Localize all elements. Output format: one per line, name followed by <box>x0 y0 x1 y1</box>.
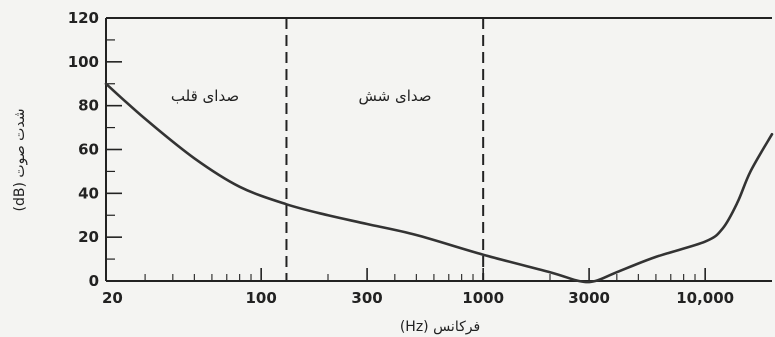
y-tick-label: 0 <box>89 272 99 290</box>
x-tick-label: 20 <box>102 289 123 307</box>
y-axis-title: (dB) شدت صوت <box>12 109 28 212</box>
x-tick-label: 10,000 <box>676 289 734 307</box>
region-label: صدای شش <box>359 87 432 105</box>
x-tick-label: 300 <box>351 289 382 307</box>
y-tick-label: 20 <box>78 228 99 246</box>
x-tick-label: 3000 <box>568 289 610 307</box>
y-tick-label: 60 <box>78 141 99 159</box>
y-tick-label: 100 <box>68 53 99 71</box>
region-label: صدای قلب <box>171 87 239 105</box>
threshold-curve <box>104 82 774 284</box>
x-axis-title: (Hz) فرکانس <box>400 319 480 335</box>
x-tick-label: 100 <box>246 289 277 307</box>
y-tick-label: 120 <box>68 9 99 27</box>
y-tick-label: 40 <box>78 184 99 202</box>
y-tick-label: 80 <box>78 97 99 115</box>
x-tick-label: 1000 <box>462 289 504 307</box>
